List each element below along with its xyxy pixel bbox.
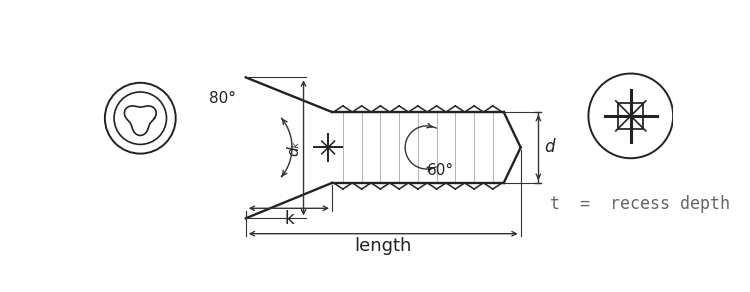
Text: dₖ: dₖ bbox=[286, 140, 301, 156]
Text: 60°: 60° bbox=[427, 163, 454, 178]
Text: t  =  recess depth: t = recess depth bbox=[550, 195, 730, 213]
Text: length: length bbox=[355, 237, 412, 255]
Text: k: k bbox=[284, 210, 294, 228]
Text: d: d bbox=[544, 138, 554, 157]
Text: 80°: 80° bbox=[209, 91, 236, 107]
